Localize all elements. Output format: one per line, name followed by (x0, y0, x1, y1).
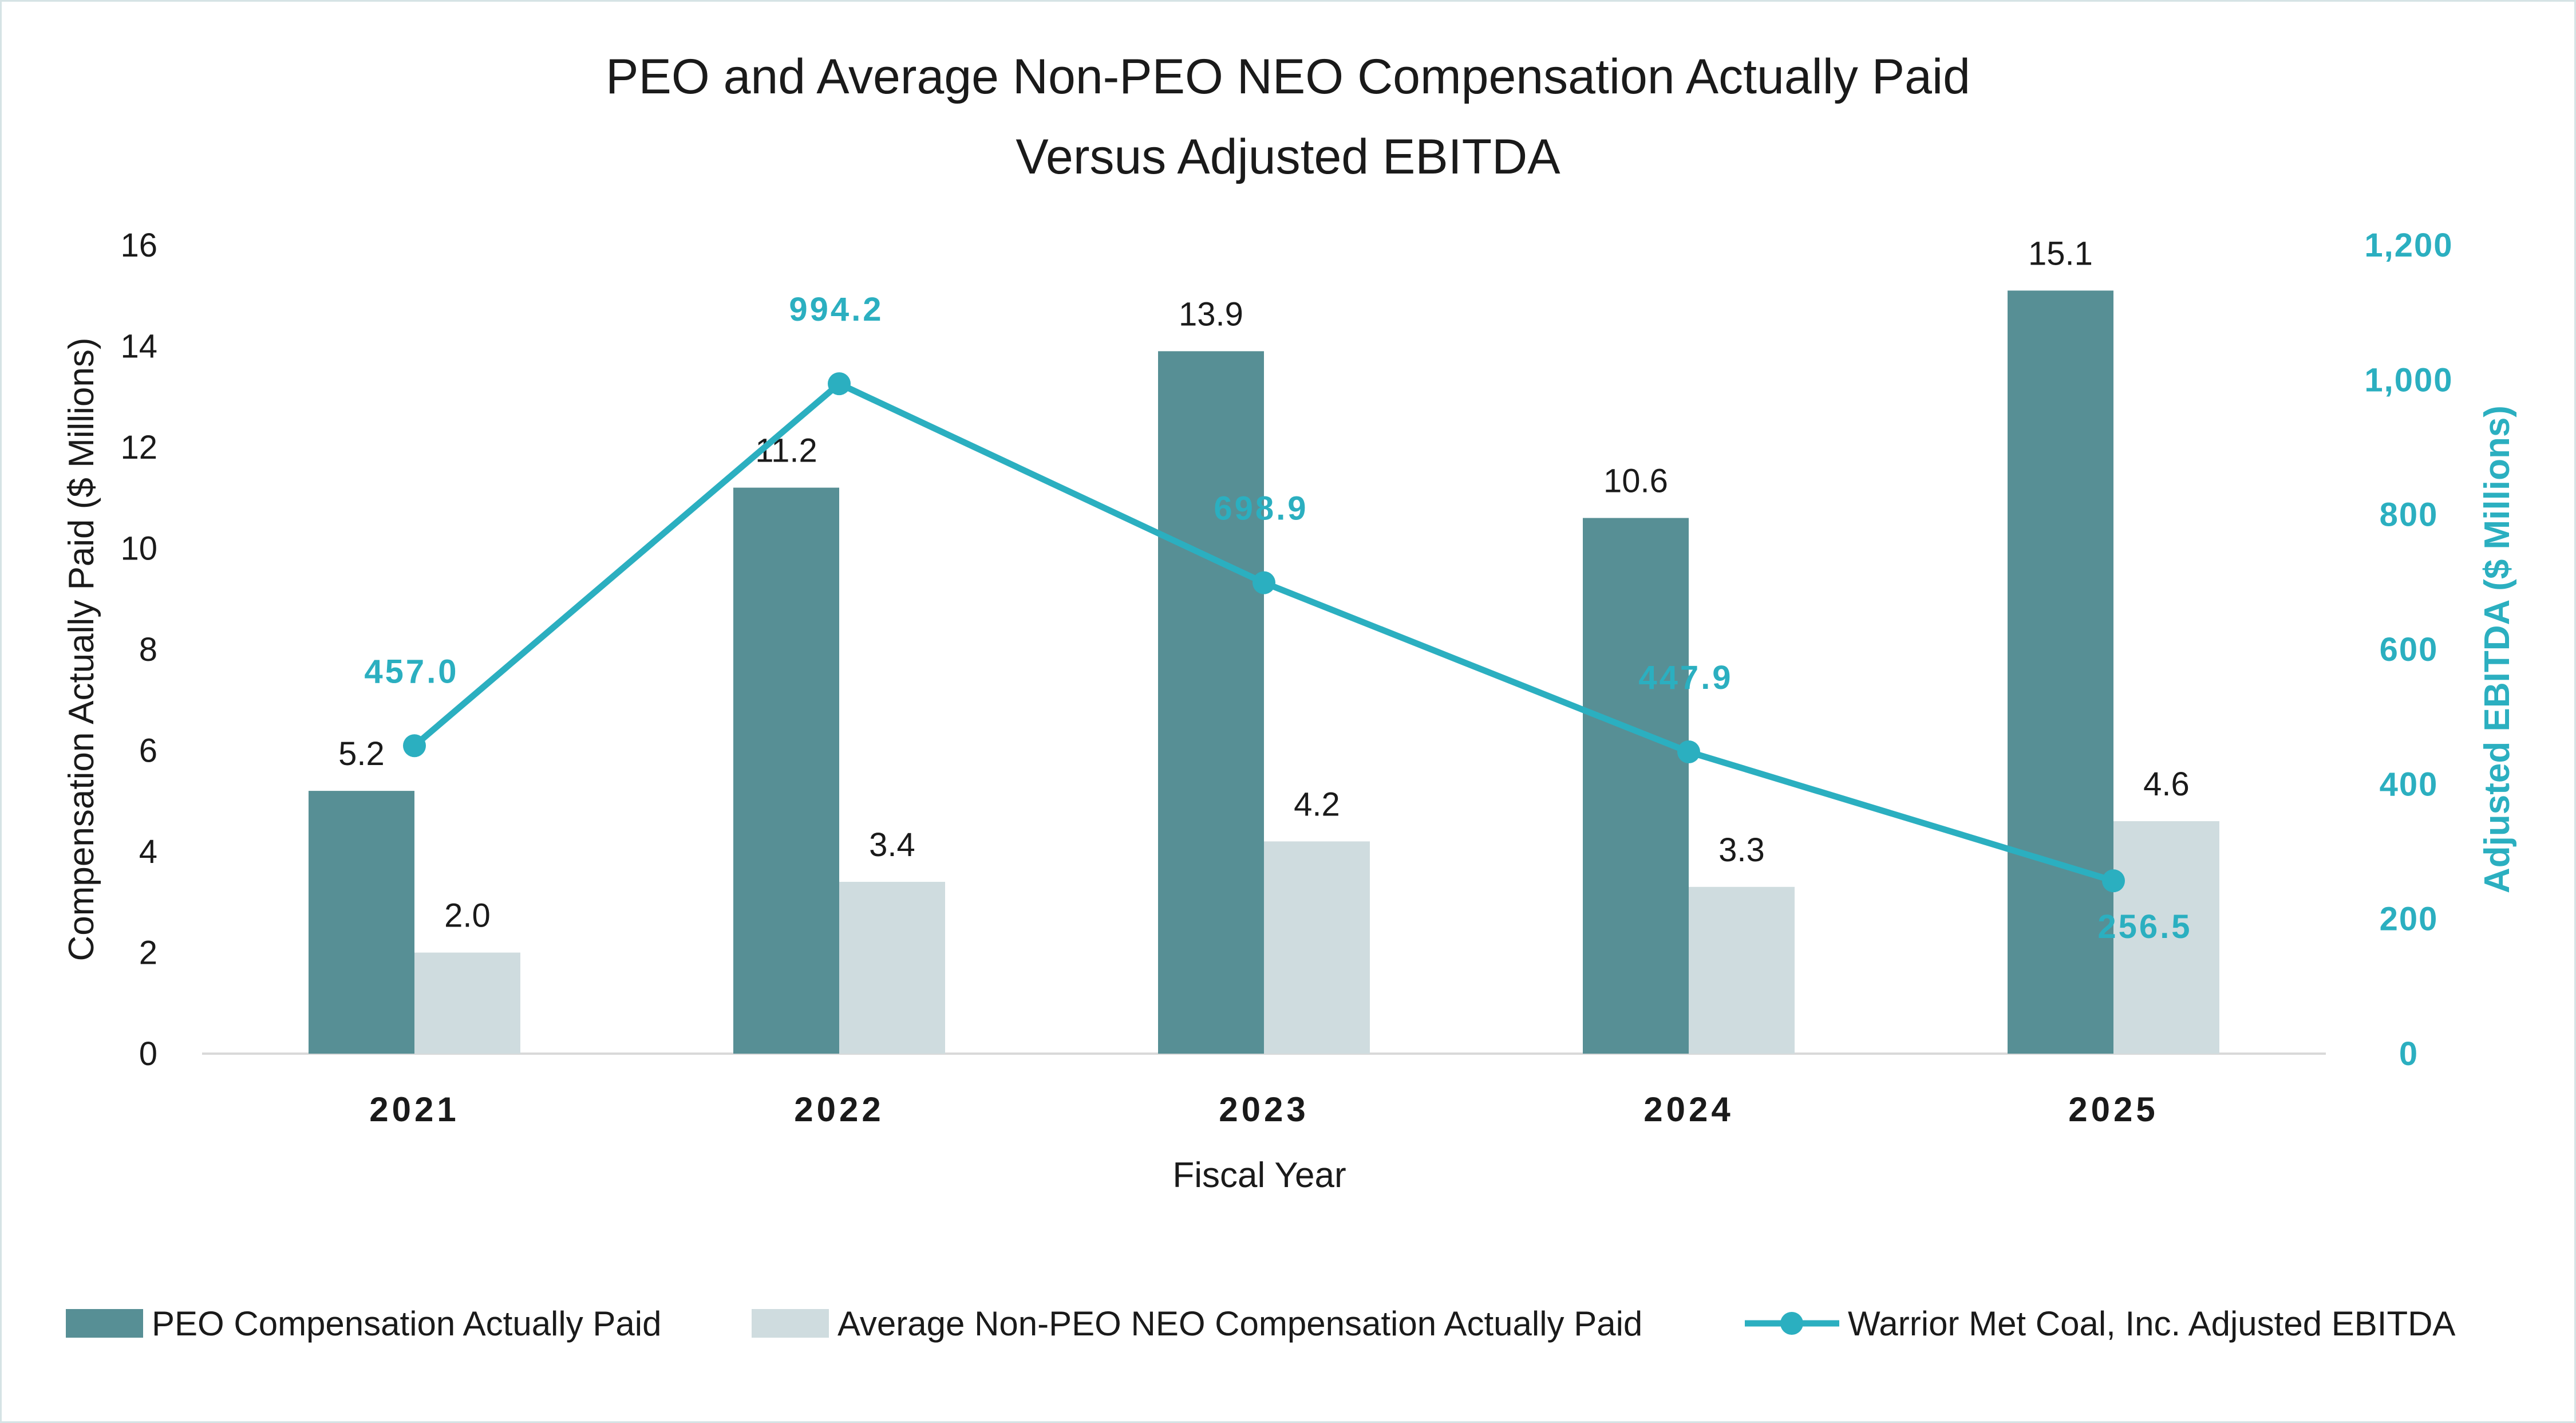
non-peo-bar (2113, 821, 2219, 1054)
y-tick-label-right: 1,200 (2364, 227, 2453, 264)
peo-bar-label: 5.2 (338, 735, 385, 772)
peo-bar (309, 791, 414, 1054)
ebitda-data-label: 457.0 (364, 653, 459, 690)
y-axis-title-right: Adjusted EBITDA ($ Millions) (2478, 405, 2517, 893)
y-tick-label-left: 0 (139, 1035, 157, 1073)
non-peo-bar-label: 4.6 (2143, 766, 2190, 803)
x-category-label: 2022 (794, 1090, 884, 1129)
legend-label: PEO Compensation Actually Paid (152, 1304, 661, 1343)
legend-swatch-peo (66, 1309, 143, 1338)
non-peo-bar-label: 4.2 (1294, 786, 1340, 823)
ebitda-point (1253, 571, 1275, 594)
y-tick-label-right: 600 (2380, 631, 2439, 668)
non-peo-bar (414, 952, 520, 1054)
peo-bar-label: 15.1 (2028, 235, 2093, 272)
ebitda-point (828, 372, 851, 396)
x-category-label: 2024 (1643, 1090, 1733, 1129)
ebitda-point (403, 734, 426, 758)
y-tick-label-right: 1,000 (2364, 361, 2453, 399)
x-axis-title: Fiscal Year (1172, 1156, 1346, 1195)
legend-label: Average Non-PEO NEO Compensation Actuall… (837, 1304, 1642, 1343)
non-peo-bar (1264, 841, 1370, 1054)
y-tick-label-left: 12 (120, 429, 157, 466)
y-axis-title-left: Compensation Actually Paid ($ Millions) (62, 338, 101, 961)
chart-title-line: PEO and Average Non-PEO NEO Compensation… (606, 49, 1970, 104)
legend-label: Warrior Met Coal, Inc. Adjusted EBITDA (1848, 1304, 2455, 1343)
ebitda-data-label: 256.5 (2097, 908, 2192, 945)
ebitda-data-label: 994.2 (789, 291, 883, 328)
ebitda-point (1677, 740, 1700, 763)
y-tick-label-left: 14 (120, 328, 157, 365)
ebitda-data-label: 698.9 (1214, 490, 1308, 527)
y-tick-label-left: 8 (139, 631, 157, 668)
non-peo-bar-label: 2.0 (444, 897, 491, 935)
non-peo-bar-label: 3.3 (1718, 831, 1765, 869)
peo-bar-label: 10.6 (1603, 463, 1668, 500)
y-tick-label-left: 10 (120, 530, 157, 567)
ebitda-point (2102, 869, 2125, 893)
legend-swatch-ebitda-marker (1780, 1312, 1803, 1335)
x-category-label: 2021 (369, 1090, 459, 1129)
non-peo-bar (839, 881, 945, 1054)
y-tick-label-right: 400 (2380, 766, 2439, 803)
peo-bar (2008, 290, 2113, 1054)
chart-title-line: Versus Adjusted EBITDA (1016, 129, 1560, 184)
peo-bar (1583, 518, 1689, 1054)
non-peo-bar (1689, 886, 1795, 1054)
x-category-label: 2023 (1219, 1090, 1309, 1129)
y-tick-label-left: 16 (120, 227, 157, 264)
peo-bar (733, 487, 839, 1054)
x-category-label: 2025 (2068, 1090, 2158, 1129)
y-tick-label-right: 800 (2380, 496, 2439, 534)
y-tick-label-right: 200 (2380, 901, 2439, 938)
legend-swatch-non-peo (752, 1309, 829, 1338)
y-tick-label-left: 4 (139, 833, 157, 870)
peo-bar-label: 13.9 (1179, 295, 1243, 333)
non-peo-bar-label: 3.4 (869, 826, 915, 864)
ebitda-data-label: 447.9 (1638, 659, 1733, 696)
y-tick-label-left: 2 (139, 935, 157, 972)
y-tick-label-right: 0 (2399, 1035, 2419, 1073)
peo-bar-label: 11.2 (755, 432, 817, 470)
peo-bar (1158, 351, 1264, 1054)
y-tick-label-left: 6 (139, 732, 157, 770)
